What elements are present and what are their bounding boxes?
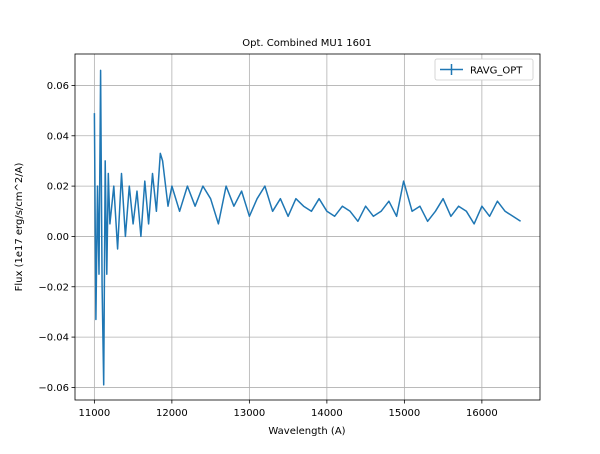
x-tick-label: 12000 [156,408,188,419]
y-axis-label: Flux (1e17 erg/s/cm^2/A) [14,163,25,292]
y-tick-label: 0.04 [47,131,69,142]
legend: RAVG_OPT [434,58,534,81]
y-tick-label: −0.04 [38,333,69,344]
legend-series-label: RAVG_OPT [470,66,523,77]
y-tick-label: 0.02 [47,182,69,193]
chart-title: Opt. Combined MU1 1601 [242,38,371,49]
x-tick-label: 15000 [388,408,420,419]
y-tick-label: −0.06 [38,383,69,394]
grid [75,54,540,400]
legend-box [434,58,534,81]
y-tick-label: 0.00 [47,232,69,243]
y-tick-label: −0.02 [38,282,69,293]
x-tick-label: 14000 [311,408,343,419]
plot-frame [74,53,541,401]
x-tick-label: 13000 [233,408,265,419]
x-axis-label: Wavelength (A) [268,426,345,437]
x-tick-label: 11000 [78,408,110,419]
series-line [93,69,522,386]
x-tick-label: 16000 [466,408,498,419]
ticks: 11000 12000 13000 14000 15000 16000 −0.06 −0.04… [38,81,497,419]
series [93,69,522,386]
y-tick-label: 0.06 [47,81,69,92]
